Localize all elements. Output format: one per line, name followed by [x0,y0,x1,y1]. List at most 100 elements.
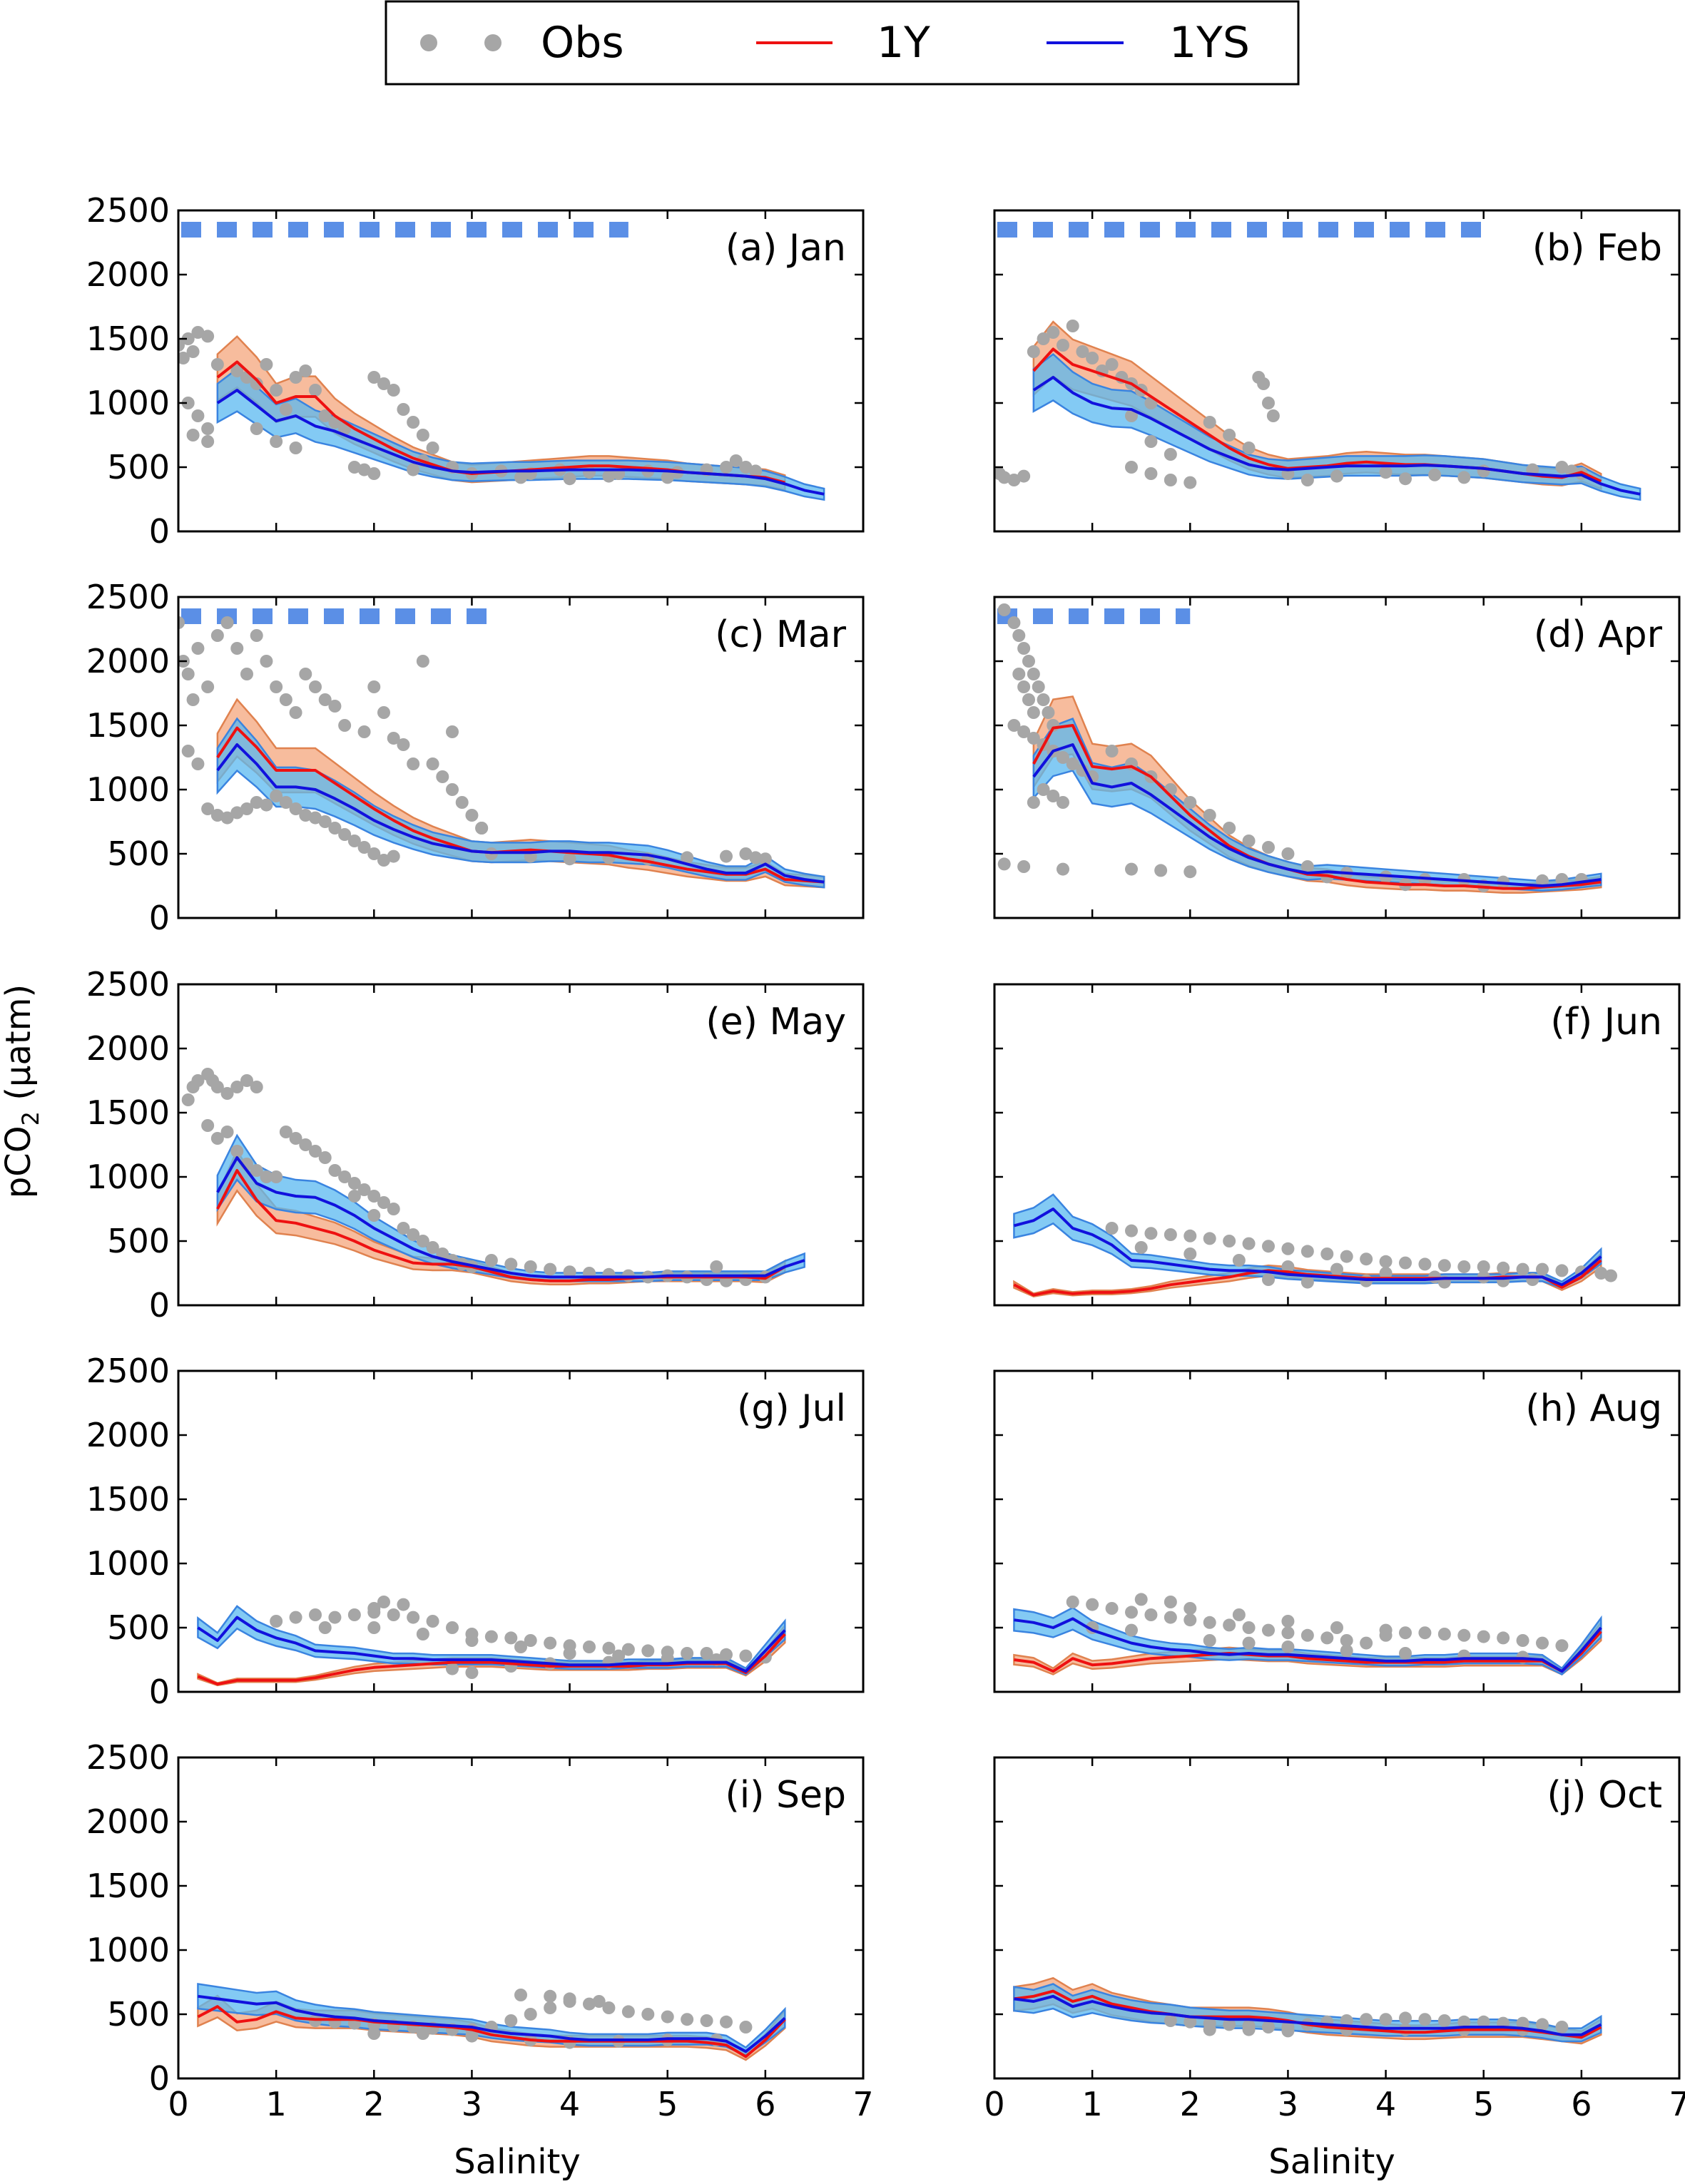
obs-point [681,851,694,864]
obs-point [749,464,763,478]
obs-point [1125,862,1138,876]
obs-point [1300,1245,1314,1258]
y-tick-label: 1000 [86,1544,170,1583]
obs-point [407,463,420,476]
x-tick-label: 1 [266,2085,287,2123]
obs-point [1399,472,1412,486]
obs-point [1281,2024,1295,2038]
band-1ys [197,1983,786,2057]
obs-point [250,796,263,809]
panel-frame [993,1369,1681,1693]
x-tick-label: 0 [984,2085,1004,2123]
obs-point [1017,725,1031,738]
y-tick-label: 500 [107,1608,170,1647]
obs-point [1477,1630,1490,1643]
obs-point [1340,1644,1353,1658]
obs-point [1242,1237,1256,1250]
obs-point [416,655,429,668]
line-1y [197,2005,786,2058]
y-tick-label: 0 [149,2059,170,2098]
obs-point [720,1648,733,1661]
y-tick-label: 2000 [86,1029,170,1068]
obs-point [250,1081,263,1093]
x-tick-label: 6 [1571,2085,1592,2123]
obs-point [270,790,283,802]
band-1ys [216,717,825,889]
obs-point [416,429,429,442]
panel-plot-area [197,1596,786,1687]
obs-point [1340,1250,1353,1263]
obs-point [1027,668,1040,680]
obs-point [1183,1613,1197,1627]
obs-point [210,1132,224,1145]
obs-point [1007,474,1021,486]
obs-points [994,320,1588,489]
obs-point [309,680,322,693]
panel-frame [993,1756,1681,2080]
obs-point [318,815,332,828]
obs-point [681,1647,694,1660]
obs-point [1047,326,1060,339]
obs-point [1105,1602,1119,1615]
obs-point [1203,2023,1216,2036]
obs-point [1037,332,1050,345]
obs-point [181,332,195,345]
obs-point [260,1170,273,1183]
obs-point [1125,409,1138,422]
band-1y [216,1148,786,1286]
obs-point [1183,476,1197,489]
obs-point [318,693,332,706]
obs-point [1497,1261,1510,1275]
panel-title: (a) Jan [726,227,846,270]
obs-point [426,1615,439,1628]
obs-point [347,1177,361,1190]
obs-point [1223,1235,1236,1247]
obs-point [1457,1628,1471,1642]
obs-point [1086,352,1099,364]
obs-point [210,358,224,371]
obs-point [1457,1260,1471,1273]
obs-point [1203,416,1216,429]
obs-point [210,809,224,822]
obs-point [602,469,616,483]
obs-point [739,847,753,860]
obs-point [260,358,273,371]
obs-point [220,1126,234,1138]
obs-point [1203,1232,1216,1245]
y-tick-label: 2500 [86,578,170,616]
obs-point [465,1634,479,1647]
obs-point [1022,655,1035,668]
obs-point [1057,751,1069,764]
obs-point [1012,629,1026,642]
obs-point [504,2014,518,2027]
obs-point [260,655,273,668]
line-1y [216,726,825,884]
obs-point [279,796,292,809]
obs-point [436,770,449,783]
obs-point [1300,1628,1314,1642]
obs-point [1594,1267,1608,1280]
y-tick-label: 1000 [86,770,170,809]
obs-point [1242,835,1256,847]
panel-9: 0 500 1000 1500 2000 2500 0 1 2 3 4 5 6 7 (i) Sep [86,1738,874,2123]
obs-point [230,642,244,655]
obs-point [583,1640,596,1653]
obs-point [201,435,215,448]
obs-point [758,852,772,866]
obs-point [1164,1596,1177,1608]
obs-point [1007,616,1021,629]
line-1ys [1014,1994,1602,2036]
obs-point [181,1093,195,1106]
obs-point [749,851,763,864]
obs-point [1536,1636,1549,1650]
obs-point [641,2008,655,2021]
obs-point [1262,397,1275,409]
obs-point [465,2029,479,2043]
obs-point [1428,468,1442,481]
obs-point [504,1631,518,1645]
obs-point [544,1636,557,1650]
obs-point [377,1596,390,1608]
obs-point [1360,2013,1373,2026]
obs-point [1418,1626,1432,1640]
obs-point [1281,847,1295,860]
